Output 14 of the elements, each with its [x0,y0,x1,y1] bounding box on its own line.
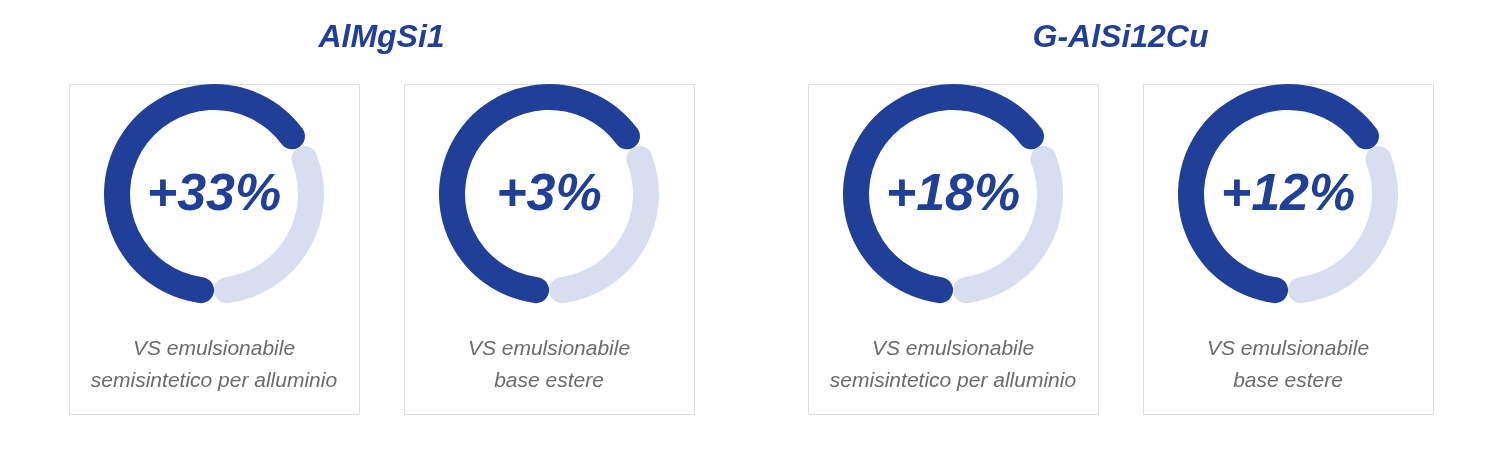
text: semisintetico per alluminio [90,368,338,391]
text: base estere [1233,368,1343,391]
text: VS emulsionabile [132,336,296,359]
text: +12% [1220,163,1356,221]
text: semisintetico per alluminio [829,368,1077,391]
text: +33% [146,163,282,221]
text: +18% [885,163,1021,221]
text: base estere [494,368,604,391]
text: VS emulsionabile [1206,336,1370,359]
chart-title: G-AlSi12Cu [1032,17,1209,54]
text: VS emulsionabile [871,336,1035,359]
chart-title: AlMgSi1 [317,17,445,54]
text: +3% [496,163,602,221]
text: VS emulsionabile [467,336,631,359]
